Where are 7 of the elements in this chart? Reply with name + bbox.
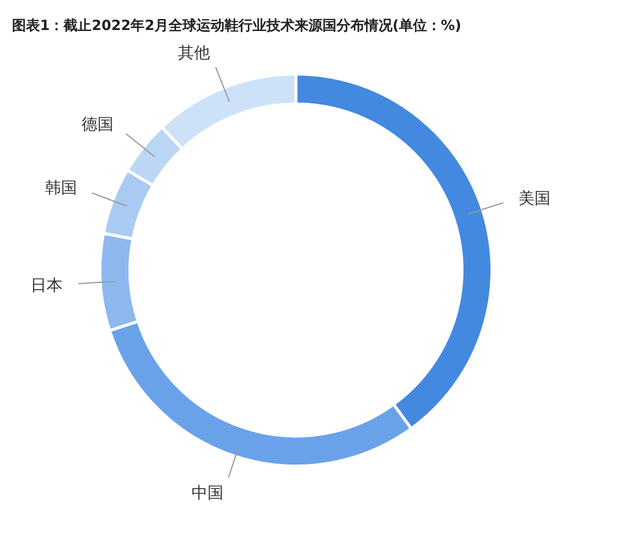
slice-label: 美国 xyxy=(518,188,551,208)
slice-label: 德国 xyxy=(81,114,114,134)
slice-label: 韩国 xyxy=(45,178,78,197)
slice-label: 其他 xyxy=(178,43,210,62)
chart-title: 图表1：截止2022年2月全球运动鞋行业技术来源国分布情况(单位：%) xyxy=(12,18,462,34)
slice-label: 中国 xyxy=(192,483,224,502)
slice-label: 日本 xyxy=(30,275,62,294)
